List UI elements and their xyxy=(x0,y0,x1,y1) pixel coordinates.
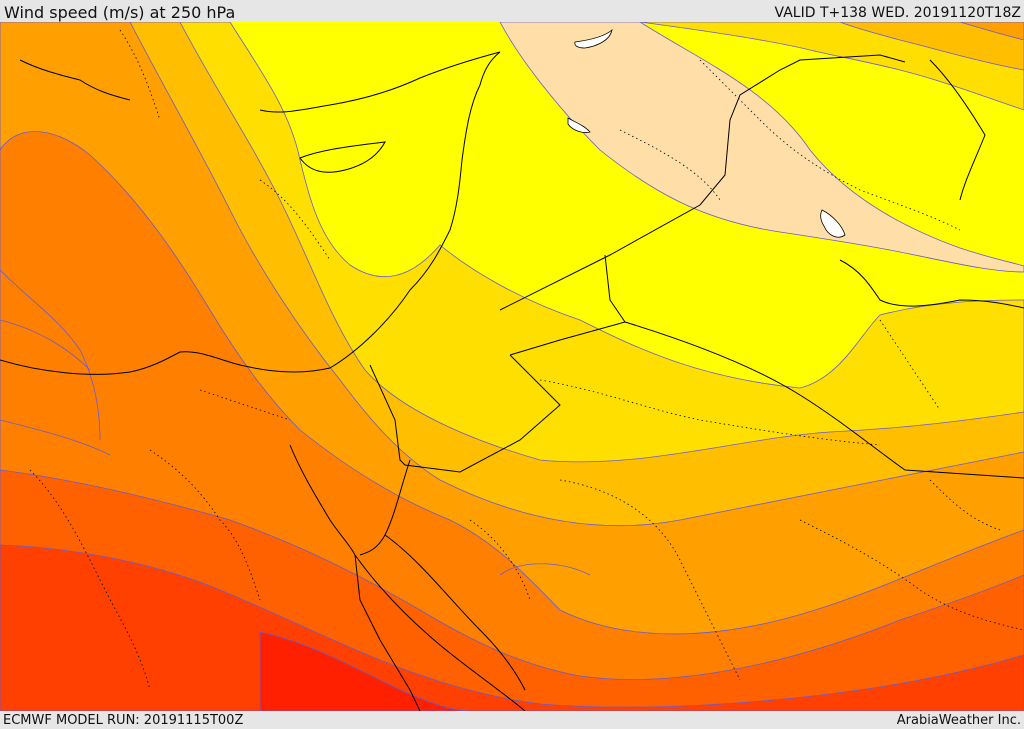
wind-speed-map[interactable] xyxy=(0,22,1024,711)
lakes xyxy=(567,28,846,238)
band-deep-red xyxy=(259,631,471,711)
map-canvas xyxy=(0,22,1024,711)
map-title: Wind speed (m/s) at 250 hPa xyxy=(4,3,236,22)
valid-time: VALID T+138 WED. 20191120T18Z xyxy=(774,5,1021,21)
coastlines xyxy=(0,51,1024,711)
credit-label: ArabiaWeather Inc. xyxy=(896,713,1021,728)
footer-bar: ECMWF MODEL RUN: 20191115T00Z ArabiaWeat… xyxy=(0,711,1024,729)
band-red xyxy=(0,544,1024,711)
model-run-label: ECMWF MODEL RUN: 20191115T00Z xyxy=(3,713,244,728)
admin-boundaries xyxy=(29,29,1024,691)
contour-lines xyxy=(0,269,591,576)
band-peach xyxy=(499,22,1024,273)
political-borders xyxy=(354,54,1024,711)
header-bar: Wind speed (m/s) at 250 hPa VALID T+138 … xyxy=(0,0,1024,22)
